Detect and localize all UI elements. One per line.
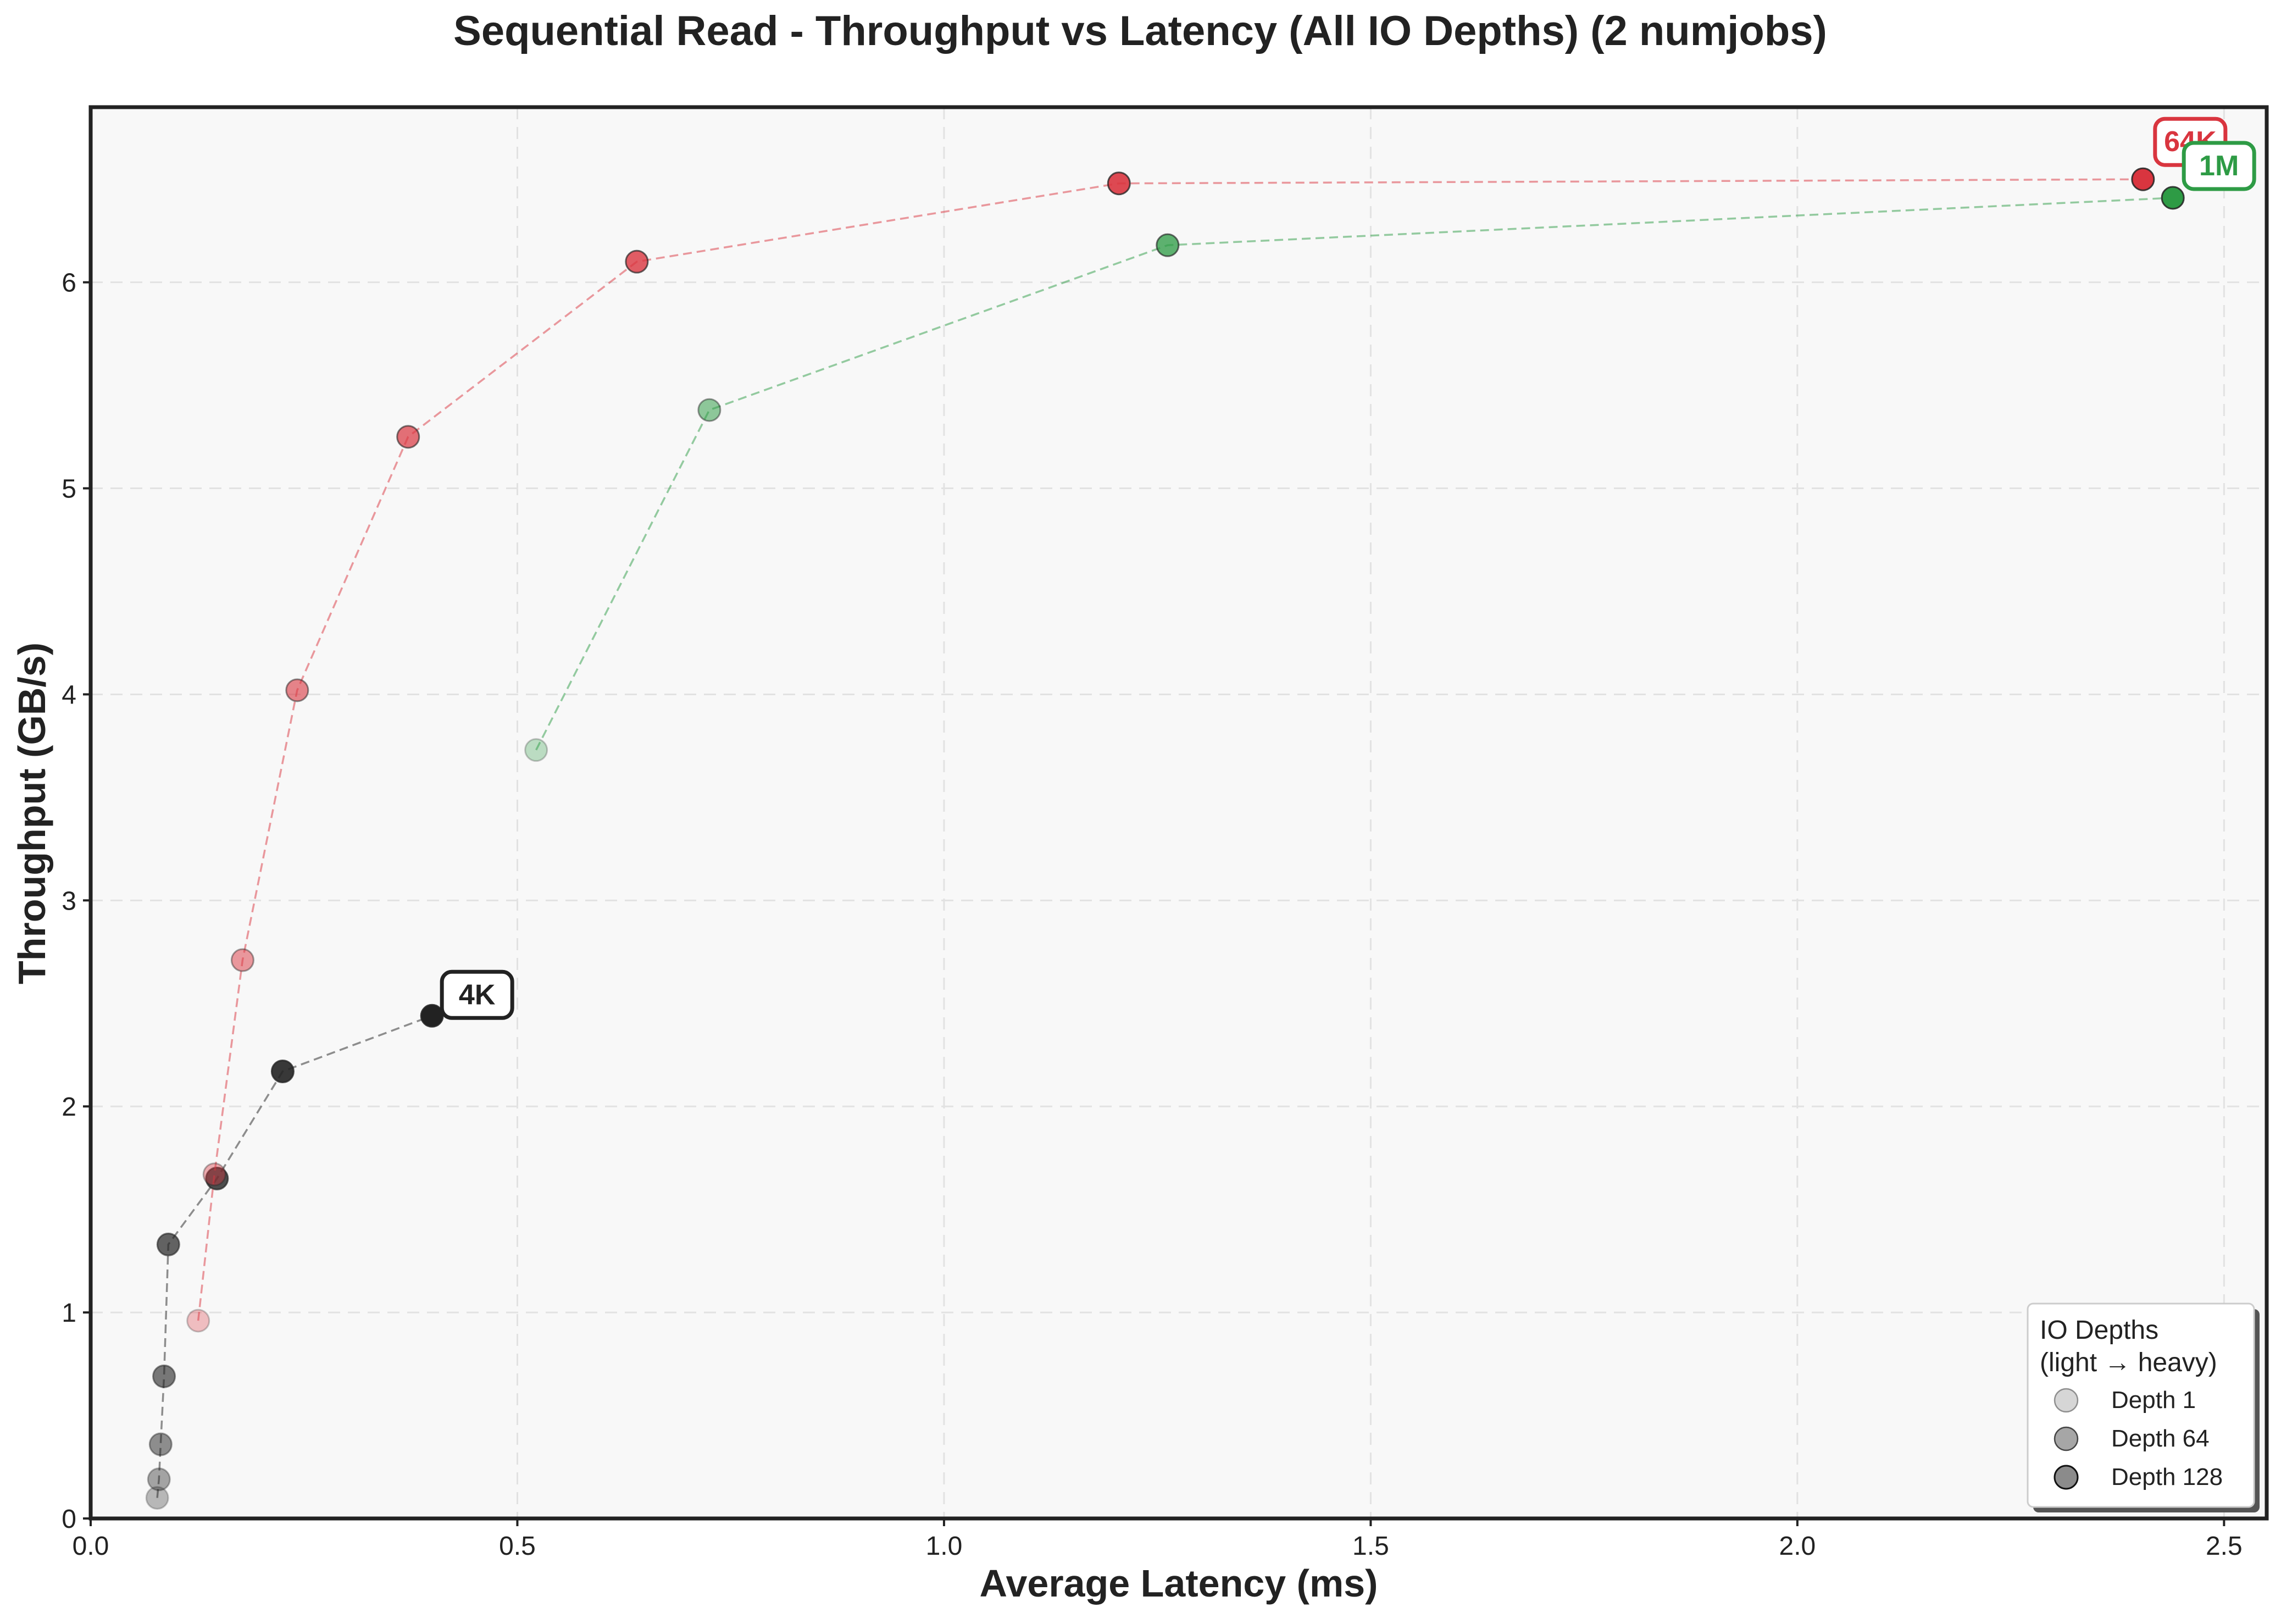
series-label-4k: 4K: [459, 979, 496, 1011]
legend-title-line2: (light → heavy): [2040, 1348, 2217, 1377]
series-label-box-4k: [440, 969, 514, 1020]
grid-lines: [91, 107, 2267, 1518]
legend-marker-depth-64: [2054, 1426, 2079, 1451]
legend-title-line1: IO Depths: [2040, 1316, 2158, 1345]
legend-marker-depth-128: [2054, 1465, 2079, 1490]
data-point-1m: [697, 398, 722, 422]
series-annotations: 4K64K1M: [440, 117, 2256, 1020]
x-tick-label: 1.5: [1352, 1532, 1389, 1561]
data-point-64k: [186, 1309, 210, 1333]
data-point-4k: [270, 1059, 295, 1083]
x-tick-label: 2.0: [1779, 1532, 1816, 1561]
axes: 0.0 0.5 1.0 1.5 2.0 2.5 0 1 2 3 4 5 6: [62, 269, 2242, 1561]
series-layer: [145, 167, 2185, 1510]
x-tick-label: 0.5: [499, 1532, 536, 1561]
legend-label-depth-128: Depth 128: [2111, 1464, 2223, 1490]
legend-label-depth-64: Depth 64: [2111, 1425, 2210, 1452]
data-point-64k: [1107, 171, 1131, 196]
data-point-64k: [625, 250, 649, 274]
data-point-4k: [420, 1004, 444, 1028]
series-label-box-1m: [2182, 141, 2256, 191]
data-point-4k: [147, 1467, 171, 1492]
data-point-1m: [1156, 233, 1180, 257]
legend-label-depth-1: Depth 1: [2111, 1387, 2196, 1414]
x-tick-label: 0.0: [73, 1532, 109, 1561]
chart-title: Sequential Read - Throughput vs Latency …: [453, 8, 1827, 54]
y-tick-label: 0: [62, 1505, 76, 1534]
data-point-4k: [145, 1486, 169, 1510]
y-tick-label: 2: [62, 1093, 76, 1122]
data-point-64k: [230, 948, 254, 972]
legend: IO Depths (light → heavy) Depth 1 Depth …: [2027, 1302, 2260, 1512]
y-axis-label: Throughput (GB/s): [10, 642, 53, 984]
data-point-4k: [156, 1232, 180, 1256]
plot-area: [91, 107, 2267, 1518]
x-axis-label: Average Latency (ms): [980, 1562, 1378, 1605]
series-4k: [145, 1004, 444, 1510]
data-point-4k: [205, 1166, 229, 1190]
series-line-1m: [535, 197, 2173, 751]
data-point-4k: [152, 1364, 176, 1388]
legend-marker-depth-1: [2054, 1388, 2079, 1413]
x-tick-label: 2.5: [2206, 1532, 2243, 1561]
y-tick-label: 5: [62, 475, 76, 504]
y-tick-label: 6: [62, 269, 76, 298]
data-point-64k: [2131, 167, 2155, 191]
series-line-4k: [156, 1015, 432, 1498]
y-tick-label: 3: [62, 886, 76, 916]
series-64k: [186, 167, 2155, 1333]
data-point-4k: [148, 1432, 173, 1456]
y-tick-label: 1: [62, 1299, 76, 1328]
data-point-1m: [524, 738, 548, 762]
legend-box: [2027, 1302, 2255, 1508]
data-point-64k: [396, 425, 420, 449]
plot-frame: [88, 105, 2269, 1521]
data-point-64k: [285, 678, 309, 702]
series-line-64k: [197, 178, 2143, 1321]
series-label-1m: 1M: [2199, 150, 2239, 182]
series-1m: [524, 186, 2185, 762]
y-tick-label: 4: [62, 680, 76, 710]
data-point-1m: [2161, 186, 2185, 210]
data-point-64k: [202, 1162, 226, 1187]
x-tick-label: 1.0: [926, 1532, 963, 1561]
